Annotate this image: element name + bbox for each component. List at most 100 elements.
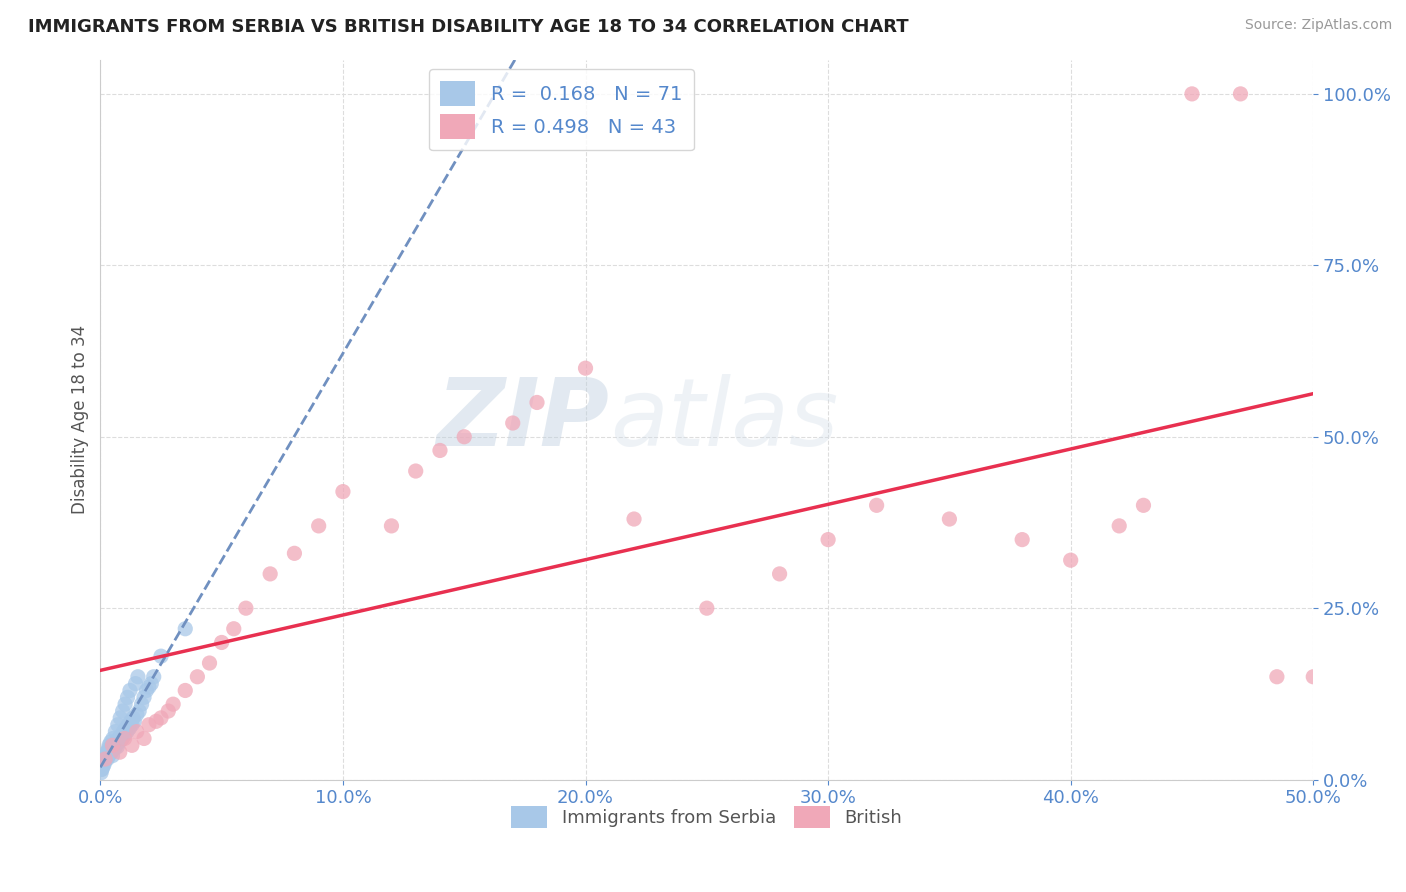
Point xyxy=(405,464,427,478)
Point xyxy=(135,683,157,698)
Point xyxy=(111,704,134,718)
Point xyxy=(1011,533,1033,547)
Point xyxy=(108,745,131,759)
Point xyxy=(103,739,125,753)
Point xyxy=(502,416,524,430)
Point xyxy=(101,739,124,754)
Legend: Immigrants from Serbia, British: Immigrants from Serbia, British xyxy=(503,799,910,836)
Point xyxy=(1229,87,1251,101)
Point xyxy=(96,745,118,759)
Point xyxy=(107,718,129,732)
Point xyxy=(138,718,160,732)
Point xyxy=(112,724,135,739)
Point xyxy=(574,361,596,376)
Point xyxy=(128,704,150,718)
Point xyxy=(1181,87,1204,101)
Point xyxy=(120,714,142,729)
Point xyxy=(117,718,139,732)
Point xyxy=(114,721,136,735)
Text: Source: ZipAtlas.com: Source: ZipAtlas.com xyxy=(1244,18,1392,32)
Point xyxy=(93,752,115,766)
Point xyxy=(429,443,451,458)
Point xyxy=(97,741,120,756)
Point xyxy=(211,635,233,649)
Point xyxy=(90,762,112,776)
Point xyxy=(127,670,149,684)
Point xyxy=(104,737,127,751)
Point xyxy=(97,747,120,761)
Point xyxy=(101,739,124,753)
Point xyxy=(98,747,121,761)
Point xyxy=(93,752,115,766)
Point xyxy=(90,762,112,776)
Point xyxy=(259,566,281,581)
Point xyxy=(97,745,120,759)
Point xyxy=(1132,499,1154,513)
Point xyxy=(96,752,118,766)
Point xyxy=(98,744,121,758)
Point xyxy=(98,739,121,753)
Point xyxy=(122,711,145,725)
Point xyxy=(121,739,143,753)
Point xyxy=(91,756,114,770)
Point xyxy=(107,731,129,746)
Point xyxy=(1108,519,1130,533)
Point xyxy=(91,759,114,773)
Y-axis label: Disability Age 18 to 34: Disability Age 18 to 34 xyxy=(72,325,89,514)
Point xyxy=(222,622,245,636)
Text: atlas: atlas xyxy=(610,374,838,465)
Point xyxy=(817,533,839,547)
Point xyxy=(162,697,184,711)
Point xyxy=(93,757,115,772)
Point xyxy=(108,735,131,749)
Point xyxy=(1265,670,1288,684)
Point xyxy=(124,714,146,729)
Point xyxy=(100,741,122,756)
Point xyxy=(100,735,122,749)
Point xyxy=(186,670,208,684)
Point xyxy=(110,711,132,725)
Point xyxy=(110,732,132,747)
Point xyxy=(125,707,148,722)
Point xyxy=(623,512,645,526)
Point xyxy=(91,760,114,774)
Point xyxy=(105,735,128,749)
Point xyxy=(94,753,117,767)
Point xyxy=(145,714,167,729)
Text: IMMIGRANTS FROM SERBIA VS BRITISH DISABILITY AGE 18 TO 34 CORRELATION CHART: IMMIGRANTS FROM SERBIA VS BRITISH DISABI… xyxy=(28,18,908,36)
Point xyxy=(103,741,125,756)
Point xyxy=(90,765,112,780)
Point xyxy=(93,756,115,770)
Point xyxy=(111,731,134,746)
Point xyxy=(117,690,139,705)
Point xyxy=(865,499,887,513)
Point xyxy=(94,748,117,763)
Point xyxy=(114,731,136,746)
Point xyxy=(101,731,124,746)
Point xyxy=(125,724,148,739)
Point xyxy=(283,546,305,560)
Point xyxy=(138,680,160,694)
Point xyxy=(118,683,141,698)
Point xyxy=(526,395,548,409)
Point xyxy=(111,728,134,742)
Point xyxy=(121,718,143,732)
Point xyxy=(380,519,402,533)
Point xyxy=(150,711,173,725)
Point xyxy=(105,739,128,753)
Point xyxy=(131,697,153,711)
Point xyxy=(150,649,173,664)
Point xyxy=(115,724,138,739)
Point xyxy=(157,704,180,718)
Point xyxy=(101,748,124,763)
Point xyxy=(142,670,165,684)
Point xyxy=(332,484,354,499)
Point xyxy=(104,724,127,739)
Point xyxy=(114,697,136,711)
Point xyxy=(118,721,141,735)
Point xyxy=(94,750,117,764)
Point xyxy=(124,676,146,690)
Point xyxy=(768,566,790,581)
Point xyxy=(100,745,122,759)
Point xyxy=(235,601,257,615)
